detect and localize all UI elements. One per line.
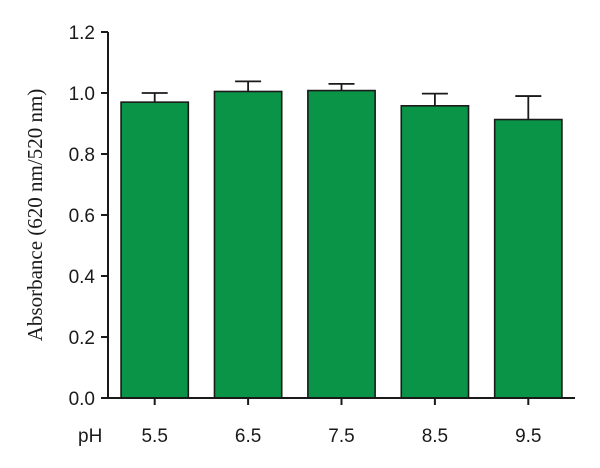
y-tick-label: 0.4 — [69, 267, 96, 288]
y-tick-label: 0.6 — [69, 206, 95, 227]
bar-ph-6-5 — [213, 90, 283, 399]
y-tick-label: 1.0 — [69, 84, 95, 105]
x-axis-ticks: 5.5 6.5 7.5 8.5 9.5 — [141, 398, 542, 447]
bar-ph-8-5 — [400, 105, 470, 399]
y-tick-label: 0.0 — [69, 389, 95, 410]
bar-ph-5-5 — [120, 101, 190, 399]
axes — [107, 32, 575, 399]
bars — [120, 89, 563, 399]
x-tick-label: 8.5 — [422, 426, 448, 447]
x-tick-label: 9.5 — [515, 426, 541, 447]
y-tick-label: 0.8 — [69, 145, 95, 166]
x-tick-label: 7.5 — [328, 426, 354, 447]
x-tick-label: 5.5 — [141, 426, 167, 447]
bar-ph-9-5 — [493, 118, 563, 399]
x-axis-title: pH — [78, 426, 102, 447]
y-axis-ticks: 0.0 0.2 0.4 0.6 0.8 1.0 1.2 — [69, 23, 108, 410]
y-tick-label: 0.2 — [69, 328, 95, 349]
x-tick-label: 6.5 — [235, 426, 261, 447]
y-tick-label: 1.2 — [69, 23, 95, 44]
error-bars — [141, 80, 542, 120]
y-axis-title: Absorbance (620 nm/520 nm) — [23, 89, 47, 342]
bar-ph-7-5 — [307, 89, 376, 399]
